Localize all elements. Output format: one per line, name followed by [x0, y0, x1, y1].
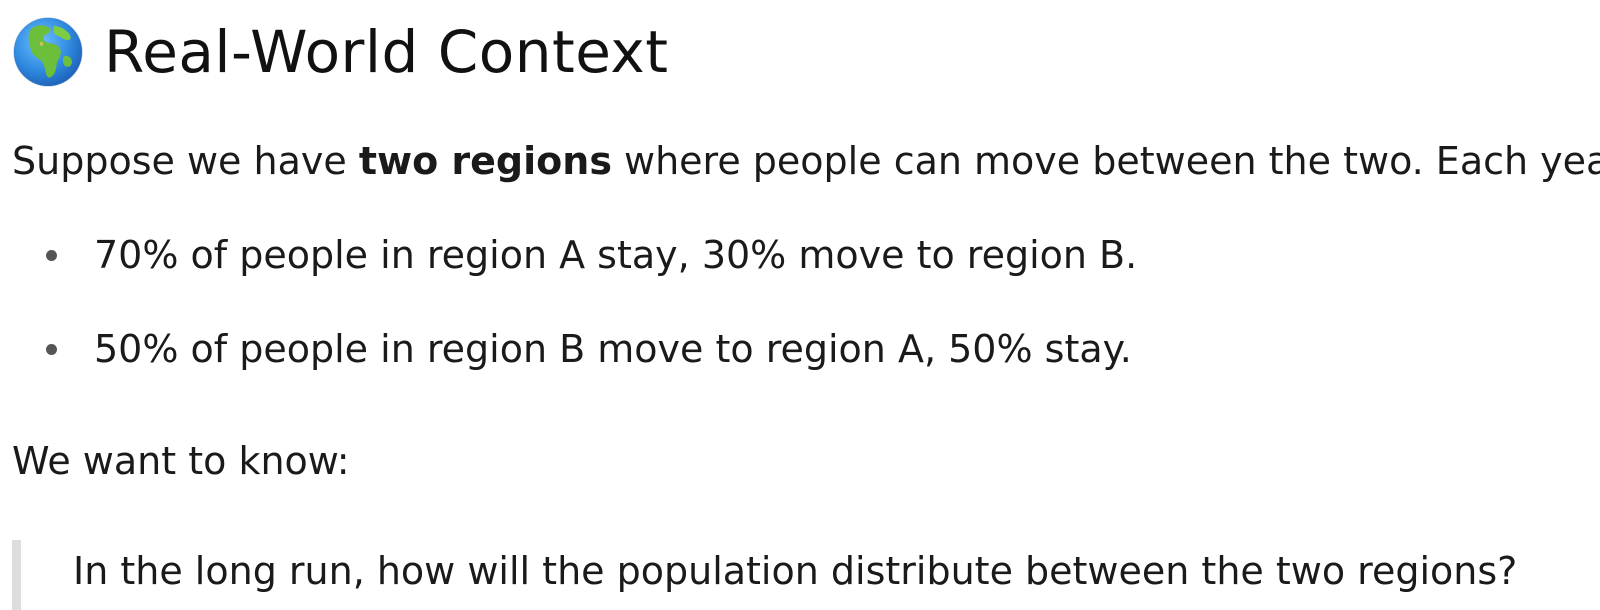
- intro-paragraph: Suppose we have two regions where people…: [12, 142, 1600, 180]
- question-lead: We want to know:: [12, 439, 350, 483]
- list-item-text: 50% of people in region B move to region…: [94, 327, 1132, 371]
- list-item: 70% of people in region A stay, 30% move…: [46, 236, 1137, 274]
- list-item-text: 70% of people in region A stay, 30% move…: [94, 233, 1138, 277]
- intro-text-after: where people can move between the two. E…: [611, 139, 1600, 183]
- section-title: Real-World Context: [104, 18, 669, 86]
- intro-bold-text: two regions: [358, 139, 612, 183]
- bullet-dot-icon: [46, 343, 57, 355]
- quote-text: In the long run, how will the population…: [73, 549, 1518, 593]
- globe-icon: [13, 17, 83, 87]
- question-blockquote: In the long run, how will the population…: [12, 540, 1517, 610]
- bullet-dot-icon: [46, 249, 57, 261]
- list-item: 50% of people in region B move to region…: [46, 330, 1132, 368]
- section-heading: Real-World Context: [12, 14, 668, 90]
- intro-text-before: Suppose we have: [12, 139, 359, 183]
